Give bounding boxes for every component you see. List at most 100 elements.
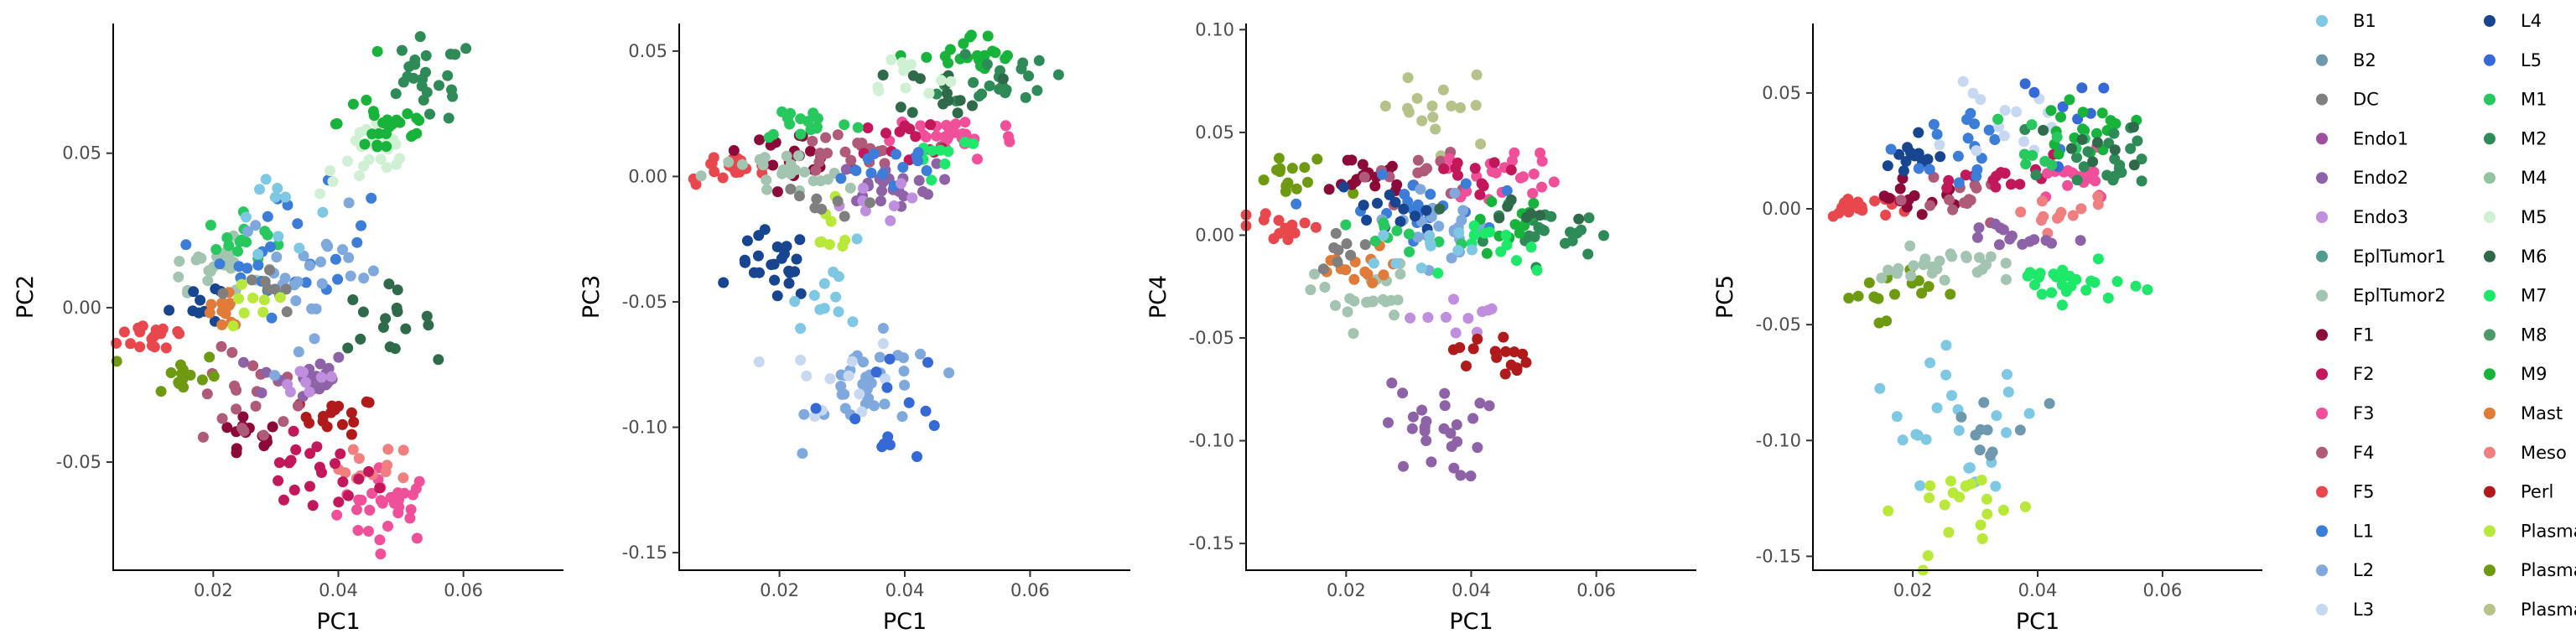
point-b1 [1425,237,1436,249]
point-m6 [2091,137,2103,148]
point-l1 [1924,164,1935,175]
point-l2 [343,252,355,263]
y-tick-label: 0.00 [1762,199,1801,219]
point-plasma1 [1947,487,1959,499]
point-f3 [1000,120,1011,132]
point-m2 [420,49,432,61]
point-f3 [1507,155,1518,167]
point-m6 [997,73,1009,85]
legend-item: B2 [2316,50,2376,70]
point-plasma1 [1883,505,1894,517]
point-b1 [818,278,830,289]
point-l4 [766,259,777,271]
point-epltumor2 [1377,293,1389,305]
point-epltumor2 [815,175,827,187]
point-epltumor2 [1876,273,1888,283]
point-endo2 [1397,387,1409,399]
point-m6 [1493,212,1505,224]
legend-item: L1 [2316,521,2374,541]
point-epltumor2 [193,251,205,262]
point-plasma1 [837,241,849,252]
legend-label: EplTumor1 [2353,247,2446,267]
point-plasma2 [1274,166,1285,178]
point-m7 [943,146,954,158]
point-b1 [1467,244,1478,256]
point-m2 [2082,146,2094,158]
point-l1 [912,147,924,158]
point-m9 [367,106,379,117]
point-endo2 [1426,456,1437,468]
x-tick-label: 0.02 [1327,580,1366,600]
y-tick-label: -0.05 [1756,314,1801,335]
point-f5 [125,338,137,350]
point-l4 [748,267,760,278]
point-b1 [240,211,252,223]
point-f4 [278,416,289,428]
legend-item: M4 [2484,168,2547,188]
point-f2 [1943,174,1955,186]
legend-swatch [2316,368,2328,381]
point-m9 [381,141,392,153]
point-f2 [330,458,340,470]
legend-item: M8 [2484,325,2547,345]
point-plasma2 [1843,293,1855,304]
point-m2 [442,70,454,81]
point-f1 [771,186,783,198]
points [111,31,472,560]
point-perl [1489,345,1501,357]
point-plasma3 [1426,100,1438,112]
point-m1 [795,113,807,125]
point-m1 [795,128,807,140]
legend-item: EplTumor1 [2316,247,2446,267]
point-l2 [898,366,910,377]
point-endo2 [877,176,889,188]
point-l3 [877,338,889,350]
point-m1 [221,232,233,243]
point-f2 [273,475,284,486]
point-f3 [1518,171,1529,183]
point-m1 [1992,113,2004,125]
point-f5 [1869,195,1881,207]
point-l4 [739,254,750,266]
point-f3 [1444,153,1455,164]
point-perl [304,418,315,428]
point-f4 [216,340,227,352]
point-m7 [2034,267,2046,279]
legend-label: M7 [2521,286,2547,306]
point-b1 [789,296,801,307]
point-b2 [1974,444,1986,456]
point-plasma1 [814,236,826,248]
point-f3 [1535,147,1546,158]
point-l1 [1885,143,1897,155]
point-m2 [2136,153,2148,165]
point-m9 [971,49,983,61]
point-plasma3 [1402,72,1414,84]
point-m2 [1052,69,1064,80]
legend-label: F2 [2353,364,2374,384]
point-l4 [187,305,199,317]
point-m5 [935,75,947,86]
point-m9 [1002,49,1013,61]
point-l3 [1967,87,1979,99]
point-f2 [342,490,354,501]
point-m6 [914,73,926,85]
point-epltumor2 [781,150,792,162]
point-m5 [390,138,402,150]
point-perl [1498,331,1509,343]
point-m7 [2092,253,2104,265]
point-b1 [833,306,844,318]
point-m2 [396,44,408,56]
point-plasma3 [1427,112,1439,123]
point-f5 [160,342,172,354]
point-endo2 [314,358,326,370]
point-l5 [920,405,932,417]
point-m2 [1033,55,1045,66]
point-endo2 [1407,411,1419,423]
x-tick-label: 0.06 [444,580,483,600]
point-meso [2092,190,2104,202]
legend-label: DC [2353,90,2379,110]
point-l1 [1460,178,1472,190]
point-plasma1 [257,306,269,318]
point-l1 [233,261,245,273]
point-l4 [1893,148,1905,160]
